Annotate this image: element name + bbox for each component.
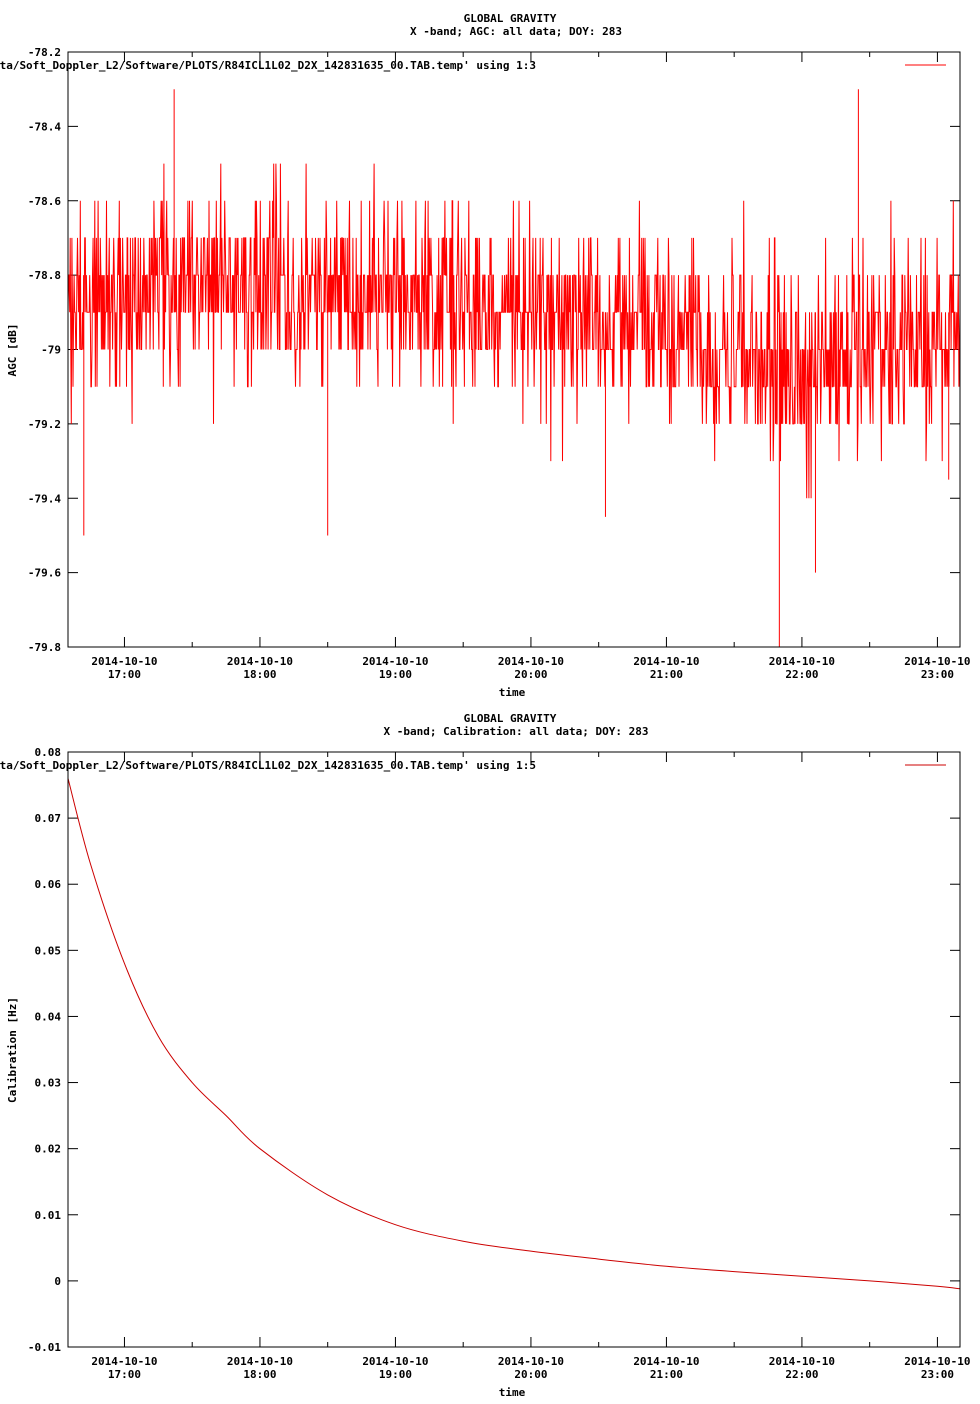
x-tick-label-date: 2014-10-10	[227, 655, 293, 668]
y-tick-label: 0.06	[35, 878, 62, 891]
chart-subtitle: X -band; AGC: all data; DOY: 283	[410, 25, 622, 38]
x-tick-label-time: 23:00	[921, 1368, 954, 1381]
series-agc	[67, 89, 961, 647]
x-tick-label-time: 21:00	[650, 1368, 683, 1381]
x-tick-label-time: 23:00	[921, 668, 954, 681]
agc-chart: GLOBAL GRAVITY X -band; AGC: all data; D…	[0, 12, 971, 699]
y-tick-label: -78.6	[28, 195, 61, 208]
series-line	[67, 778, 961, 1290]
x-tick-label-time: 18:00	[243, 1368, 276, 1381]
y-tick-label: -78.8	[28, 269, 61, 282]
y-axis-label: AGC [dB]	[6, 324, 19, 377]
x-tick-label-date: 2014-10-10	[904, 1355, 970, 1368]
y-tick-label: 0.08	[35, 746, 62, 759]
plot-frame	[67, 751, 961, 1348]
chart-title: GLOBAL GRAVITY	[464, 12, 557, 25]
axis-ticks: -78.2 -78.4 -78.6 -78.8 -79 -79.2 -79.4 -79.6 -7…	[28, 46, 971, 681]
x-tick-label-date: 2014-10-10	[498, 1355, 564, 1368]
x-tick-label-time: 19:00	[379, 668, 412, 681]
y-tick-label: 0.02	[35, 1143, 62, 1156]
x-tick-label-time: 21:00	[650, 668, 683, 681]
y-tick-label: 0.01	[35, 1209, 62, 1222]
y-tick-label: 0.04	[35, 1010, 62, 1023]
x-tick-label-time: 17:00	[108, 668, 141, 681]
y-tick-label: 0.05	[35, 944, 62, 957]
plot-frame	[67, 51, 961, 648]
y-tick-label: -0.01	[28, 1341, 61, 1354]
y-tick-label: -78.2	[28, 46, 61, 59]
x-tick-label-date: 2014-10-10	[769, 1355, 835, 1368]
y-tick-label: -79.2	[28, 418, 61, 431]
y-tick-label: -79.4	[28, 492, 61, 505]
y-axis-label: Calibration [Hz]	[6, 997, 19, 1103]
x-tick-label-date: 2014-10-10	[633, 1355, 699, 1368]
chart-title: GLOBAL GRAVITY	[464, 712, 557, 725]
x-tick-label-date: 2014-10-10	[362, 1355, 428, 1368]
x-tick-label-date: 2014-10-10	[769, 655, 835, 668]
x-tick-label-time: 19:00	[379, 1368, 412, 1381]
x-tick-label-date: 2014-10-10	[633, 655, 699, 668]
x-tick-label-time: 20:00	[514, 668, 547, 681]
x-tick-label-time: 18:00	[243, 668, 276, 681]
x-tick-label-time: 17:00	[108, 1368, 141, 1381]
x-axis-label: time	[499, 1386, 526, 1399]
series-calibration	[67, 778, 961, 1290]
x-axis-label: time	[499, 686, 526, 699]
calibration-chart: GLOBAL GRAVITY X -band; Calibration: all…	[0, 712, 971, 1399]
y-tick-label: 0.07	[35, 812, 62, 825]
x-tick-label-date: 2014-10-10	[904, 655, 970, 668]
y-tick-label: 0.03	[35, 1077, 62, 1090]
chart-subtitle: X -band; Calibration: all data; DOY: 283	[384, 725, 649, 738]
axis-ticks: 0.08 0.07 0.06 0.05 0.04 0.03 0.02 0.01 0 -0.01 20…	[28, 746, 971, 1381]
y-tick-label: 0	[54, 1275, 61, 1288]
x-tick-label-time: 22:00	[785, 1368, 818, 1381]
y-tick-label: -78.4	[28, 120, 61, 133]
x-tick-label-date: 2014-10-10	[227, 1355, 293, 1368]
x-tick-label-time: 20:00	[514, 1368, 547, 1381]
y-tick-label: -79	[41, 344, 61, 357]
x-tick-label-time: 22:00	[785, 668, 818, 681]
x-tick-label-date: 2014-10-10	[498, 655, 564, 668]
legend-label: 'Z:/ddswork/process_data/Soft_Doppler_L2…	[0, 59, 536, 72]
y-tick-label: -79.8	[28, 641, 61, 654]
legend-label: 'Z:/ddswork/process_data/Soft_Doppler_L2…	[0, 759, 536, 772]
y-tick-label: -79.6	[28, 567, 61, 580]
x-tick-label-date: 2014-10-10	[91, 655, 157, 668]
x-tick-label-date: 2014-10-10	[362, 655, 428, 668]
x-tick-label-date: 2014-10-10	[91, 1355, 157, 1368]
series-line	[67, 163, 961, 499]
